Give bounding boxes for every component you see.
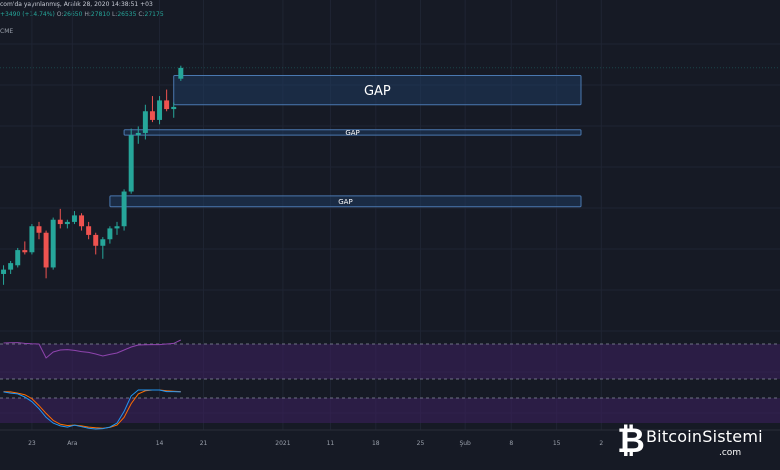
gap-zone-2 — [123, 129, 582, 136]
x-tick-label: 2 — [599, 440, 603, 447]
candle-body — [157, 100, 163, 120]
close-value: 27175 — [144, 11, 164, 18]
stoch-band — [0, 398, 780, 423]
gap-zone-3 — [109, 195, 582, 208]
change-text: +3490 (+14.74%) — [0, 11, 55, 18]
candle-body — [22, 250, 28, 253]
x-tick-label: Şub — [459, 440, 471, 447]
candle-body — [43, 232, 49, 268]
candle-body — [64, 221, 70, 225]
logo-name: BitcoinSistemi — [646, 427, 763, 446]
candle-body — [79, 215, 85, 227]
x-tick-label: 18 — [372, 440, 380, 447]
rsi-band — [0, 344, 780, 379]
gap-zones: GAP GAP GAP — [109, 74, 582, 208]
x-tick-label: 21 — [200, 440, 208, 447]
x-tick-label: 25 — [417, 440, 425, 447]
candle-body — [1, 269, 7, 274]
open-value: 26650 — [63, 11, 83, 18]
x-tick-label: 15 — [553, 440, 561, 447]
candle-body — [36, 226, 42, 233]
stoch-pane — [0, 389, 780, 430]
x-tick-label: 23 — [28, 440, 36, 447]
high-value: 27810 — [90, 11, 111, 18]
candle-body — [57, 219, 63, 225]
candle-body — [100, 239, 106, 246]
candle-body — [86, 226, 92, 235]
low-value: 26535 — [117, 11, 137, 18]
candle-body — [114, 226, 120, 229]
candle-body — [71, 215, 77, 222]
candle-body — [142, 111, 148, 133]
candle-body — [178, 67, 184, 79]
x-tick-label: 2021 — [275, 440, 290, 447]
candle-body — [128, 135, 134, 192]
x-tick-label: Ara — [67, 440, 78, 447]
x-tick-label: 11 — [327, 440, 335, 447]
chart-header-ohlc: +3490 (+14.74%) O:26650 H:27810 L:26535 … — [0, 11, 164, 18]
exchange-label: CME — [0, 28, 14, 35]
gap-zone-1 — [173, 74, 582, 106]
chart-header-published: com'da yayınlanmış, Aralık 28, 2020 14:3… — [0, 1, 153, 8]
candle-body — [93, 234, 99, 246]
bitcoinsistemi-logo: ₿ BitcoinSistemi .com — [617, 421, 777, 463]
candle-body — [135, 132, 141, 136]
logo-domain: .com — [719, 448, 742, 458]
gap-label-3: GAP — [338, 198, 352, 206]
candle-body — [121, 191, 127, 227]
x-axis: 23 Ara 14 21 2021 11 18 25 Şub 8 15 2 — [0, 429, 780, 447]
candle-body — [29, 226, 35, 253]
candle-body — [149, 111, 155, 120]
rsi-line — [3, 339, 182, 359]
rsi-pane — [0, 339, 780, 380]
candles — [1, 65, 184, 285]
candle-body — [171, 106, 177, 110]
candle-body — [107, 228, 113, 240]
candle-body — [50, 219, 56, 268]
low-label: L: — [111, 11, 118, 18]
published-text: com'da yayınlanmış, Aralık 28, 2020 14:3… — [0, 1, 153, 8]
candle-body — [15, 250, 21, 266]
gap-label-2: GAP — [345, 129, 359, 137]
candle-body — [8, 263, 14, 270]
x-tick-label: 14 — [156, 440, 164, 447]
stoch-k-line — [3, 389, 181, 430]
bitcoin-icon: ₿ — [617, 421, 645, 461]
close-label: C: — [138, 11, 145, 18]
open-label: O: — [56, 11, 64, 18]
x-tick-label: 8 — [509, 440, 513, 447]
candle-body — [164, 100, 170, 110]
gap-label-1: GAP — [364, 84, 391, 99]
high-label: H: — [84, 11, 91, 18]
